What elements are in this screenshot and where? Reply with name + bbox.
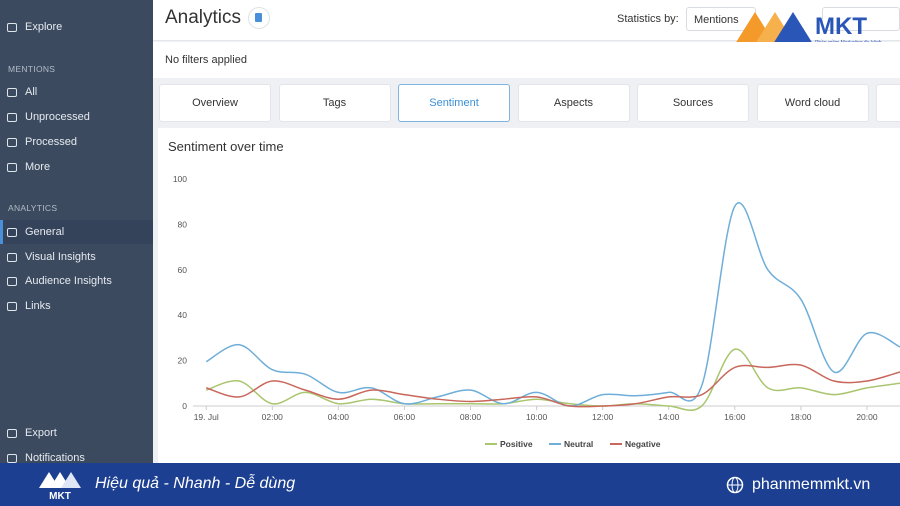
nav-item[interactable]: General xyxy=(25,226,65,238)
nav-icon xyxy=(7,302,17,311)
nav-icon xyxy=(7,23,17,32)
tab[interactable] xyxy=(876,84,900,122)
x-tick-label: 02:00 xyxy=(262,412,284,422)
x-tick-label: 12:00 xyxy=(592,412,614,422)
banner-brand: MKT xyxy=(49,491,71,502)
nav-item[interactable]: Explore xyxy=(25,21,63,33)
statistics-label: Statistics by: xyxy=(617,13,679,25)
filter-bar xyxy=(153,42,900,78)
globe-icon xyxy=(726,476,744,494)
nav-icon xyxy=(7,113,17,122)
y-tick-label: 60 xyxy=(178,265,188,275)
nav-item[interactable]: All xyxy=(25,86,38,98)
nav-item[interactable]: Links xyxy=(25,300,51,312)
nav-item[interactable]: More xyxy=(25,161,51,173)
nav-item[interactable]: Visual Insights xyxy=(25,251,96,263)
nav-icon xyxy=(7,138,17,147)
date-picker[interactable] xyxy=(822,7,900,31)
nav-item[interactable]: Notifications xyxy=(25,452,85,464)
nav-item[interactable]: Processed xyxy=(25,136,77,148)
nav-item[interactable]: Audience Insights xyxy=(25,275,112,287)
y-tick-label: 40 xyxy=(178,310,188,320)
legend-label: Neutral xyxy=(564,439,593,449)
logo-brand: MKT xyxy=(815,13,867,40)
x-tick-label: 06:00 xyxy=(394,412,416,422)
nav-icon xyxy=(7,253,17,262)
y-tick-label: 100 xyxy=(173,174,187,184)
x-tick-label: 20:00 xyxy=(856,412,878,422)
tab[interactable]: Tags xyxy=(278,84,391,122)
nav-icon xyxy=(7,277,17,286)
nav-item[interactable]: Unprocessed xyxy=(25,111,90,123)
y-tick-label: 80 xyxy=(178,219,188,229)
chart-card xyxy=(158,128,900,463)
nav-icon xyxy=(7,228,17,237)
y-tick-label: 20 xyxy=(178,356,188,366)
x-tick-label: 10:00 xyxy=(526,412,548,422)
nav-icon xyxy=(7,88,17,97)
chart: Sentiment over time 0 20 40 60 80 100 19. Jul 0… xyxy=(168,139,900,449)
website: phanmemmkt.vn xyxy=(752,476,871,493)
x-tick-label: 18:00 xyxy=(790,412,812,422)
nav-icon xyxy=(7,454,17,463)
section-title: ANALYTICS xyxy=(8,203,58,213)
statistics-select[interactable]: Mentions xyxy=(686,7,756,31)
x-tick-label: 16:00 xyxy=(724,412,746,422)
tab[interactable]: Word cloud xyxy=(756,84,869,122)
x-tick-label: 14:00 xyxy=(658,412,680,422)
legend-label: Positive xyxy=(500,439,533,449)
x-tick-label: 19. Jul xyxy=(194,412,219,422)
page-title: Analytics xyxy=(165,7,242,28)
series-line xyxy=(205,202,900,407)
section-title: MENTIONS xyxy=(8,64,56,74)
sidebar: Explore MENTIONS All Unprocessed Processed Mo… xyxy=(0,0,153,464)
x-tick-label: 04:00 xyxy=(328,412,350,422)
tab[interactable]: Sentiment xyxy=(398,84,510,122)
tab[interactable]: Aspects xyxy=(517,84,630,122)
banner xyxy=(0,463,900,506)
legend-label: Negative xyxy=(625,439,661,449)
tab[interactable]: Sources xyxy=(637,84,749,122)
y-tick-label: 0 xyxy=(182,401,187,411)
series-line xyxy=(205,363,900,408)
tab[interactable]: Overview xyxy=(159,84,271,122)
slogan: Hiệu quả - Nhanh - Dễ dùng xyxy=(95,475,296,492)
active-highlight xyxy=(0,220,153,244)
chart-title: Sentiment over time xyxy=(168,139,284,154)
nav-icon xyxy=(7,163,17,172)
x-tick-label: 08:00 xyxy=(460,412,482,422)
logo-shape xyxy=(773,12,813,44)
filter-text: No filters applied xyxy=(165,54,247,66)
export-icon[interactable] xyxy=(248,7,270,29)
banner-logo: MKT xyxy=(39,472,81,502)
nav-icon xyxy=(7,429,17,438)
nav-item[interactable]: Export xyxy=(25,427,57,439)
